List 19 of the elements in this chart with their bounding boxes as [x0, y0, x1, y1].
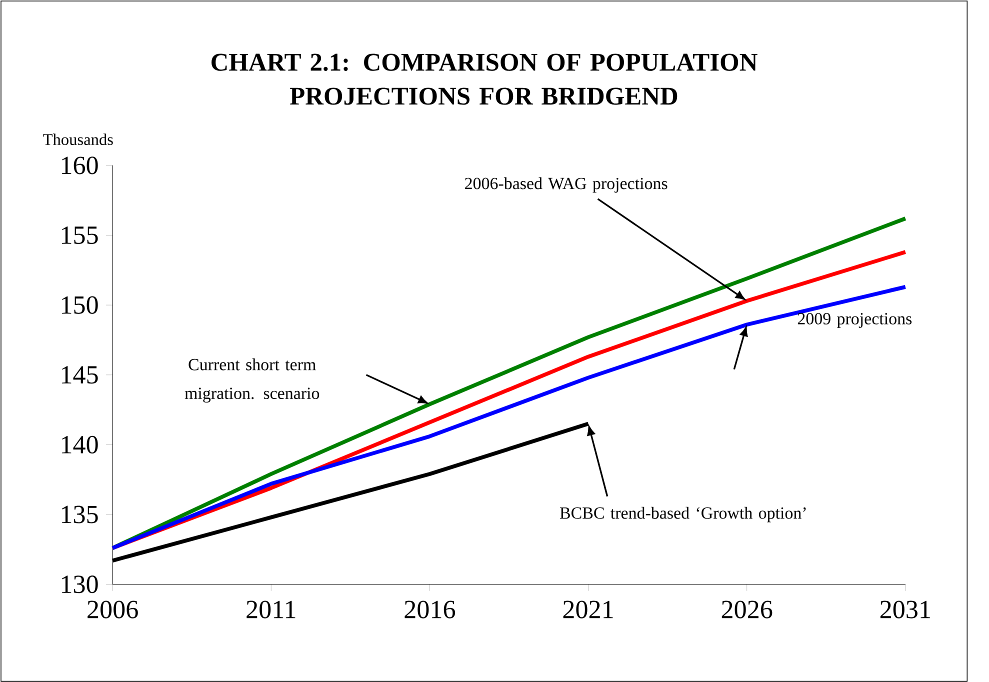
chart-title: CHART 2.1: COMPARISON OF POPULATION PROJECTIONS FOR BRIDGEND	[212, 54, 758, 105]
x-tick-label: 2031	[880, 600, 930, 618]
x-tick-label: 2006	[88, 600, 138, 618]
text: Current short term migration. scenario	[184, 358, 320, 402]
y-tick-label: 135	[62, 506, 98, 524]
y-tick-label: 130	[62, 575, 98, 594]
y-tick-label: 145	[62, 366, 98, 384]
x-tick-label: 2016	[404, 600, 456, 618]
y-tick-label: 160	[62, 156, 98, 174]
x-tick-label: 2026	[722, 600, 772, 618]
x-tick-label: 2021	[563, 600, 613, 618]
y-axis-title: Thousands	[43, 133, 113, 145]
text: BCBC trend-based ‘Growth option’	[560, 506, 806, 522]
series-label: 2009 projections	[798, 312, 912, 328]
x-tick-label: 2011	[246, 600, 296, 618]
y-tick-label: 150	[62, 296, 98, 314]
text: 2006-based WAG projections	[465, 177, 668, 193]
y-tick-label: 155	[62, 226, 98, 244]
y-tick-label: 140	[62, 436, 98, 454]
